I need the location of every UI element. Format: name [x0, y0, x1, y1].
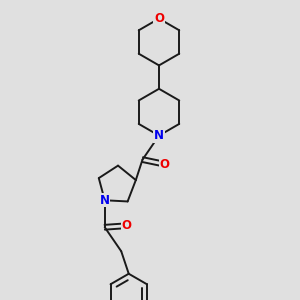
Text: N: N [100, 194, 110, 207]
Text: O: O [121, 219, 131, 232]
Text: O: O [154, 12, 164, 25]
Text: O: O [159, 158, 169, 171]
Text: N: N [154, 129, 164, 142]
